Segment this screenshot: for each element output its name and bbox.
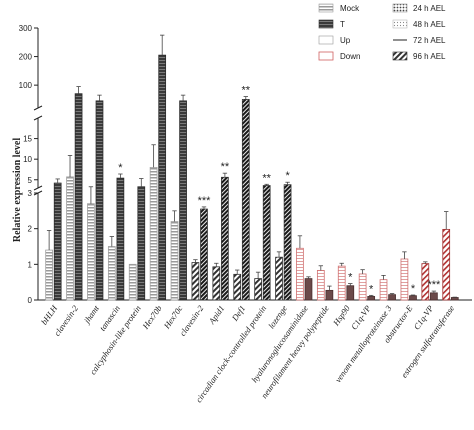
bar (95, 100, 104, 301)
legend-label-mock: Mock (340, 4, 360, 13)
bar (379, 279, 388, 301)
y-tick-label: 15 (23, 135, 32, 144)
x-tick-label: Def1 (229, 303, 247, 323)
y-tick-label: 0 (28, 296, 33, 305)
x-tick-label: Hex70b (140, 303, 164, 331)
bar (262, 185, 271, 301)
bar (149, 167, 158, 301)
y-axis-label: Relative expression level (12, 138, 23, 242)
legend-swatch-48h (392, 19, 408, 29)
y-axis-break-mark (33, 105, 43, 111)
bar (409, 295, 417, 301)
bar (358, 273, 367, 301)
legend-label-48h: 48 h AEL (413, 20, 446, 29)
bar (74, 93, 83, 301)
y-tick-label: 10 (23, 155, 32, 164)
significance-marker: *** (198, 195, 212, 207)
significance-marker: * (348, 272, 353, 284)
bar (254, 278, 262, 301)
bar (275, 256, 283, 301)
bar (325, 289, 334, 301)
bar (87, 203, 95, 301)
bar (128, 263, 137, 301)
significance-marker: *** (427, 279, 441, 291)
bar (170, 221, 179, 301)
y-axis: 0 1 2 3 5 10 15 100 200 300 (19, 24, 472, 305)
bar (221, 176, 229, 301)
y-tick-label: 2 (28, 225, 33, 234)
legend-label-t: T (340, 20, 345, 29)
bar (233, 273, 242, 301)
bar (442, 228, 451, 301)
significance-marker: ** (242, 85, 251, 97)
y-tick-label: 300 (19, 24, 33, 33)
bar (158, 54, 167, 301)
bar (116, 177, 125, 301)
legend-swatch-24h (392, 3, 408, 13)
y-tick-label: 200 (19, 53, 33, 62)
legend-label-72h: 72 h AEL (413, 36, 446, 45)
legend-label-24h: 24 h AEL (413, 4, 446, 13)
x-tick-label: jhamt (81, 303, 101, 326)
bar (283, 184, 292, 301)
significance-marker: ** (221, 161, 230, 173)
bar (45, 249, 53, 301)
bars: ********** *** * *** (45, 34, 459, 301)
legend: Mock T Up Down 24 h AEL 48 h AEL 72 h AE… (318, 3, 446, 61)
legend-swatch-up (318, 35, 334, 45)
x-tick-label: Apid1 (206, 303, 226, 326)
bar (316, 269, 325, 301)
y-tick-label: 1 (28, 260, 33, 269)
significance-marker: ** (262, 172, 271, 184)
bar (346, 285, 355, 301)
bar (241, 99, 250, 301)
legend-label-up: Up (340, 36, 351, 45)
bar (400, 258, 409, 301)
y-tick-label: 5 (28, 176, 33, 185)
bar (367, 296, 376, 301)
bar (388, 294, 396, 301)
legend-swatch-96h (392, 51, 408, 61)
bar (212, 266, 221, 301)
bar (191, 262, 200, 301)
legend-swatch-t (318, 19, 334, 29)
legend-label-96h: 96 h AEL (413, 52, 446, 61)
y-tick-label: 3 (28, 189, 33, 198)
bar (137, 186, 146, 301)
bar (296, 247, 304, 301)
y-tick-label: 100 (19, 81, 33, 90)
bar (53, 182, 62, 301)
x-tick-label: bHLH (39, 303, 60, 327)
significance-marker: * (369, 283, 374, 295)
significance-marker: * (285, 170, 290, 182)
bar (200, 208, 208, 301)
legend-label-down: Down (340, 52, 360, 61)
significance-marker: * (118, 162, 123, 174)
significance-marker: * (411, 283, 416, 295)
bar (66, 176, 74, 301)
legend-swatch-mock (318, 3, 334, 13)
bar (337, 265, 346, 301)
bar (304, 278, 313, 301)
y-axis-break-mark (33, 115, 43, 121)
bar (430, 292, 438, 301)
y-axis-break-mark (33, 185, 43, 191)
legend-swatch-down (318, 51, 334, 61)
bar (107, 246, 116, 301)
bar (450, 297, 459, 301)
bar (179, 100, 187, 301)
